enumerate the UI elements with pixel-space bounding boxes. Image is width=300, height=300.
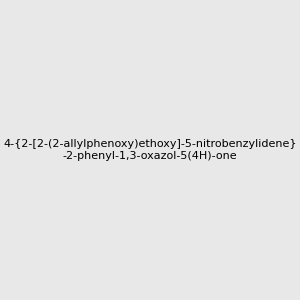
Text: 4-{2-[2-(2-allylphenoxy)ethoxy]-5-nitrobenzylidene}
-2-phenyl-1,3-oxazol-5(4H)-o: 4-{2-[2-(2-allylphenoxy)ethoxy]-5-nitrob…: [3, 139, 297, 161]
